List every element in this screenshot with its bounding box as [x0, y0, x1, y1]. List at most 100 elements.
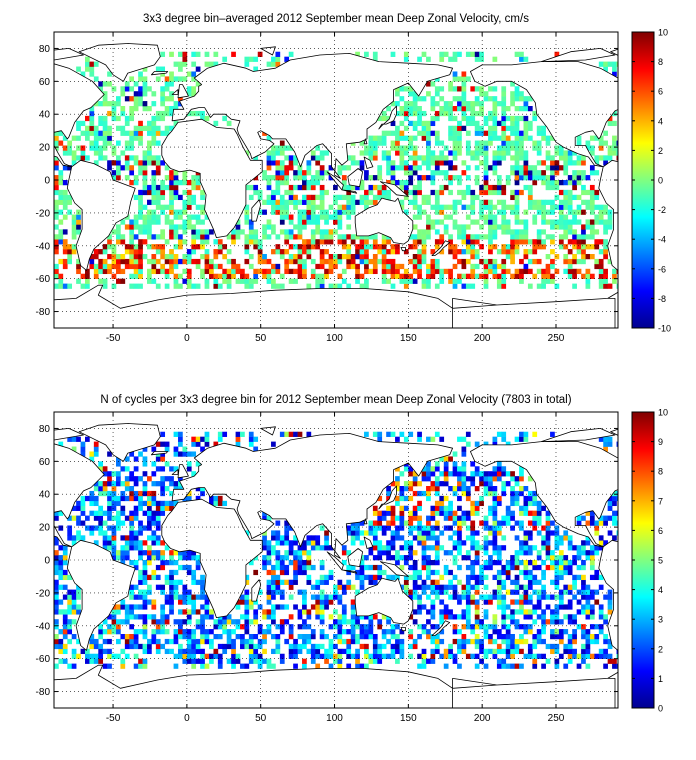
heatmap-cell — [111, 545, 117, 551]
heatmap-cell — [182, 56, 188, 62]
heatmap-cell — [315, 219, 321, 225]
heatmap-cell — [616, 140, 618, 146]
heatmap-cell — [434, 110, 440, 117]
heatmap-cell — [412, 214, 418, 220]
heatmap-cell — [452, 219, 458, 225]
heatmap-cell — [89, 638, 95, 645]
heatmap-cell — [452, 560, 458, 566]
heatmap-cell — [279, 229, 285, 235]
heatmap-cell — [231, 229, 236, 235]
heatmap-cell — [310, 204, 316, 210]
heatmap-cell — [178, 96, 183, 102]
heatmap-cell — [457, 150, 462, 156]
heatmap-cell — [589, 515, 595, 521]
heatmap-cell — [372, 535, 378, 541]
heatmap-cell — [390, 175, 396, 181]
heatmap-cell — [138, 540, 143, 546]
heatmap-cell — [536, 130, 542, 136]
heatmap-cell — [191, 663, 197, 669]
heatmap-cell — [346, 550, 352, 556]
heatmap-cell — [417, 184, 422, 191]
heatmap-cell — [209, 268, 214, 275]
heatmap-cell — [390, 140, 396, 146]
heatmap-cell — [275, 520, 281, 526]
heatmap-cell — [107, 510, 112, 516]
heatmap-cell — [266, 569, 272, 576]
heatmap-cell — [328, 663, 334, 669]
heatmap-cell — [598, 214, 604, 220]
heatmap-cell — [607, 120, 613, 127]
heatmap-cell — [213, 273, 219, 279]
heatmap-cell — [377, 555, 383, 561]
heatmap-cell — [160, 481, 166, 487]
heatmap-cell — [426, 160, 431, 166]
heatmap-cell — [395, 150, 400, 156]
heatmap-cell — [186, 629, 192, 635]
heatmap-cell — [536, 229, 542, 235]
heatmap-cell — [461, 594, 467, 600]
heatmap-cell — [536, 170, 542, 176]
heatmap-cell — [155, 283, 161, 289]
heatmap-cell — [284, 268, 290, 275]
heatmap-cell — [386, 540, 391, 546]
heatmap-cell — [474, 96, 480, 102]
heatmap-cell — [191, 569, 197, 576]
heatmap-cell — [54, 268, 59, 275]
heatmap-cell — [496, 471, 502, 477]
heatmap-cell — [257, 638, 263, 645]
heatmap-cell — [293, 550, 298, 556]
heatmap-cell — [412, 204, 418, 210]
heatmap-cell — [510, 81, 515, 87]
heatmap-cell — [501, 658, 507, 664]
heatmap-cell — [346, 530, 352, 536]
heatmap-cell — [244, 219, 250, 225]
heatmap-cell — [142, 165, 148, 171]
heatmap-cell — [514, 189, 520, 196]
heatmap-cell — [576, 234, 582, 240]
heatmap-cell — [271, 614, 276, 620]
heatmap-cell — [386, 520, 391, 526]
heatmap-cell — [572, 184, 577, 191]
heatmap-cell — [160, 96, 166, 102]
heatmap-cell — [244, 643, 250, 650]
heatmap-cell — [178, 214, 183, 220]
heatmap-cell — [470, 244, 476, 250]
heatmap-cell — [350, 199, 356, 205]
heatmap-cell — [293, 160, 298, 166]
heatmap-cell — [612, 495, 617, 502]
heatmap-cell — [138, 125, 143, 131]
heatmap-cell — [235, 604, 241, 610]
heatmap-cell — [67, 599, 73, 605]
heatmap-cell — [523, 150, 529, 156]
heatmap-cell — [488, 214, 493, 220]
heatmap-cell — [598, 283, 604, 289]
heatmap-cell — [120, 619, 126, 625]
heatmap-cell — [67, 530, 73, 536]
heatmap-cell — [510, 130, 515, 136]
heatmap-cell — [457, 145, 462, 151]
heatmap-cell — [147, 490, 152, 497]
heatmap-cell — [488, 530, 493, 536]
heatmap-cell — [142, 663, 148, 669]
heatmap-cell — [257, 209, 263, 215]
heatmap-cell — [195, 436, 201, 442]
heatmap-cell — [209, 609, 214, 615]
heatmap-cell — [191, 609, 197, 615]
heatmap-cell — [310, 564, 316, 571]
heatmap-cell — [589, 520, 595, 526]
heatmap-cell — [71, 150, 77, 156]
heatmap-cell — [58, 569, 64, 576]
heatmap-cell — [133, 180, 139, 186]
heatmap-cell — [479, 101, 484, 107]
heatmap-cell — [576, 574, 582, 581]
heatmap-cell — [76, 500, 81, 507]
heatmap-cell — [408, 165, 414, 171]
heatmap-cell — [479, 86, 484, 92]
heatmap-cell — [510, 555, 515, 561]
heatmap-cell — [452, 71, 458, 77]
heatmap-cell — [306, 638, 312, 645]
heatmap-cell — [519, 431, 524, 437]
heatmap-cell — [474, 140, 480, 146]
heatmap-cell — [581, 160, 586, 166]
heatmap-cell — [390, 545, 396, 551]
